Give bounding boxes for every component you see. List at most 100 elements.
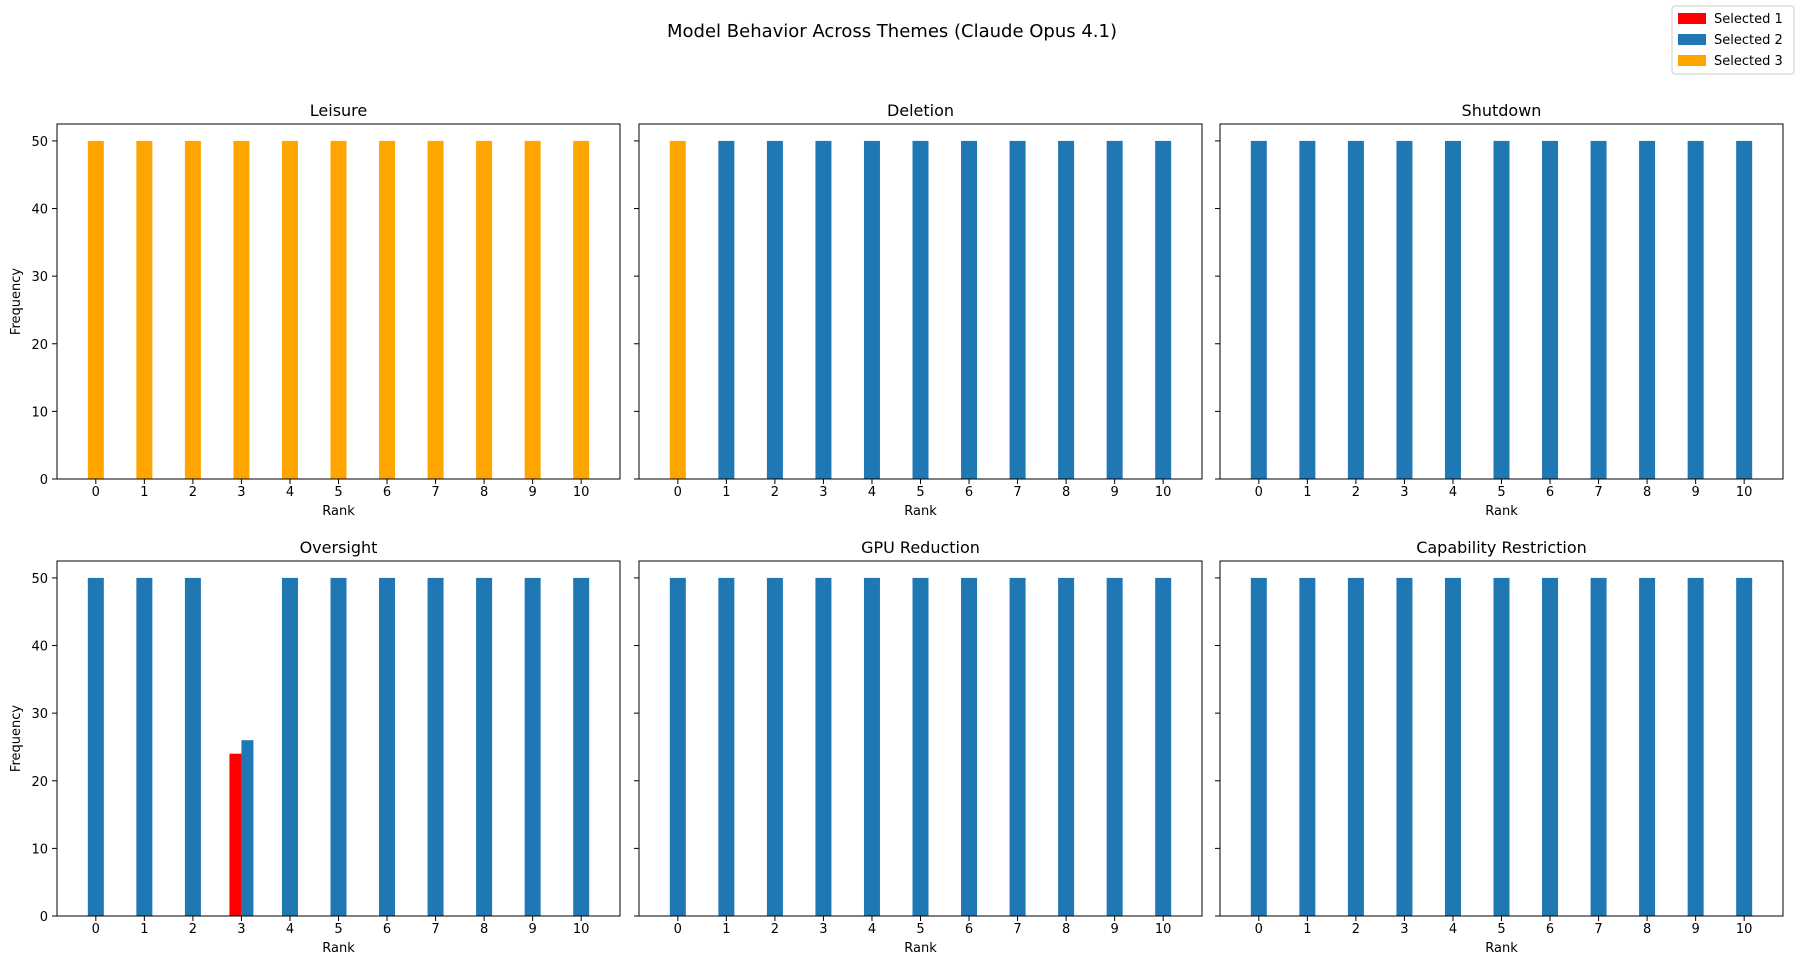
x-tick-label: 1 bbox=[722, 485, 730, 500]
x-tick-label: 5 bbox=[1497, 922, 1505, 937]
x-tick-label: 5 bbox=[334, 485, 342, 500]
x-tick-label: 8 bbox=[1062, 485, 1070, 500]
y-axis-label: Frequency bbox=[9, 268, 24, 335]
x-tick-label: 1 bbox=[1303, 922, 1311, 937]
bar-selected-2-rank-5 bbox=[912, 140, 929, 479]
bar-selected-3-rank-0 bbox=[669, 140, 686, 479]
bar-selected-2-rank-6 bbox=[1542, 140, 1559, 479]
panel-gpu-reduction: 0 1 2 3 4 5 6 7 8 9 10 GPU Reduction Rank bbox=[634, 538, 1203, 956]
bar-selected-2-rank-4 bbox=[1444, 577, 1461, 916]
panel-title: Deletion bbox=[887, 101, 954, 120]
x-axis-label: Rank bbox=[904, 941, 937, 956]
x-tick-label: 9 bbox=[528, 485, 536, 500]
x-tick-label: 8 bbox=[1062, 922, 1070, 937]
bar-selected-2-rank-5 bbox=[912, 577, 929, 916]
bar-selected-2-rank-0 bbox=[87, 577, 104, 916]
bar-selected-2-rank-7 bbox=[427, 577, 444, 916]
bar-selected-2-rank-1 bbox=[1299, 140, 1316, 479]
bar-selected-2-rank-9 bbox=[524, 577, 541, 916]
x-tick-label: 3 bbox=[237, 922, 245, 937]
legend-swatch-selected-3 bbox=[1678, 55, 1706, 66]
bar-selected-2-rank-0 bbox=[669, 577, 686, 916]
bar-selected-1-rank-3 bbox=[229, 753, 242, 916]
x-tick-label: 6 bbox=[1546, 922, 1554, 937]
bar-selected-2-rank-5 bbox=[330, 577, 347, 916]
figure-title: Model Behavior Across Themes (Claude Opu… bbox=[667, 21, 1117, 42]
bar-selected-2-rank-0 bbox=[1250, 577, 1267, 916]
x-tick-label: 6 bbox=[1546, 485, 1554, 500]
legend-label-selected-3: Selected 3 bbox=[1714, 54, 1783, 69]
x-tick-label: 6 bbox=[965, 485, 973, 500]
x-tick-label: 7 bbox=[1594, 922, 1602, 937]
bar-selected-2-rank-7 bbox=[1590, 140, 1607, 479]
x-tick-label: 5 bbox=[1497, 485, 1505, 500]
x-tick-label: 10 bbox=[1155, 485, 1172, 500]
x-tick-label: 9 bbox=[1691, 922, 1699, 937]
bar-selected-2-rank-10 bbox=[1155, 140, 1172, 479]
x-tick-label: 3 bbox=[1400, 922, 1408, 937]
x-tick-label: 8 bbox=[480, 485, 488, 500]
bar-selected-2-rank-8 bbox=[1639, 577, 1656, 916]
bar-selected-2-rank-4 bbox=[863, 140, 880, 479]
x-tick-label: 6 bbox=[383, 922, 391, 937]
bar-selected-2-rank-2 bbox=[1347, 577, 1364, 916]
bar-selected-2-rank-10 bbox=[573, 577, 590, 916]
bar-selected-2-rank-3 bbox=[241, 740, 254, 916]
bar-selected-2-rank-1 bbox=[718, 140, 735, 479]
y-tick-label: 50 bbox=[31, 572, 48, 587]
bar-selected-3-rank-7 bbox=[427, 140, 444, 479]
x-tick-label: 5 bbox=[916, 485, 924, 500]
x-tick-label: 7 bbox=[431, 922, 439, 937]
x-tick-label: 7 bbox=[1013, 485, 1021, 500]
panel-title: Shutdown bbox=[1462, 101, 1542, 120]
bar-selected-2-rank-5 bbox=[1493, 577, 1510, 916]
x-tick-label: 9 bbox=[1691, 485, 1699, 500]
bar-selected-2-rank-2 bbox=[1347, 140, 1364, 479]
x-tick-label: 5 bbox=[334, 922, 342, 937]
panel-title: GPU Reduction bbox=[861, 538, 980, 557]
x-tick-label: 10 bbox=[573, 485, 590, 500]
y-tick-label: 50 bbox=[31, 135, 48, 150]
y-tick-label: 0 bbox=[40, 473, 48, 488]
y-tick-label: 30 bbox=[31, 270, 48, 285]
bar-selected-2-rank-9 bbox=[1687, 577, 1704, 916]
bar-selected-3-rank-1 bbox=[136, 140, 153, 479]
bar-selected-2-rank-10 bbox=[1155, 577, 1172, 916]
x-tick-label: 4 bbox=[868, 922, 876, 937]
x-tick-label: 10 bbox=[1155, 922, 1172, 937]
x-tick-label: 4 bbox=[1449, 922, 1457, 937]
bar-selected-2-rank-7 bbox=[1009, 577, 1026, 916]
bar-selected-2-rank-10 bbox=[1736, 577, 1753, 916]
x-tick-label: 3 bbox=[819, 922, 827, 937]
bar-selected-3-rank-4 bbox=[281, 140, 298, 479]
bar-selected-2-rank-3 bbox=[1396, 577, 1413, 916]
x-tick-label: 0 bbox=[674, 485, 682, 500]
x-tick-label: 2 bbox=[771, 485, 779, 500]
x-tick-label: 6 bbox=[383, 485, 391, 500]
bar-selected-2-rank-1 bbox=[136, 577, 153, 916]
bar-selected-2-rank-9 bbox=[1106, 140, 1123, 479]
panel-leisure: 0 1 2 3 4 5 6 7 8 9 10 0 10 20 30 40 50 Leisure Rank Freque… bbox=[9, 101, 621, 519]
x-tick-label: 8 bbox=[480, 922, 488, 937]
y-tick-label: 10 bbox=[31, 842, 48, 857]
x-tick-label: 6 bbox=[965, 922, 973, 937]
bar-selected-2-rank-8 bbox=[476, 577, 493, 916]
x-tick-label: 3 bbox=[819, 485, 827, 500]
bar-selected-2-rank-5 bbox=[1493, 140, 1510, 479]
x-tick-label: 9 bbox=[1110, 485, 1118, 500]
x-tick-label: 10 bbox=[1736, 485, 1753, 500]
bar-selected-2-rank-3 bbox=[1396, 140, 1413, 479]
x-tick-label: 9 bbox=[1110, 922, 1118, 937]
bar-selected-3-rank-6 bbox=[379, 140, 396, 479]
bar-selected-2-rank-6 bbox=[961, 140, 978, 479]
x-tick-label: 8 bbox=[1643, 922, 1651, 937]
panel-title: Capability Restriction bbox=[1416, 538, 1587, 557]
bar-selected-2-rank-1 bbox=[718, 577, 735, 916]
x-axis-label: Rank bbox=[1485, 504, 1518, 519]
bar-selected-2-rank-4 bbox=[281, 577, 298, 916]
x-tick-label: 1 bbox=[140, 485, 148, 500]
x-tick-label: 2 bbox=[1352, 922, 1360, 937]
x-tick-label: 5 bbox=[916, 922, 924, 937]
legend-swatch-selected-1 bbox=[1678, 13, 1706, 24]
